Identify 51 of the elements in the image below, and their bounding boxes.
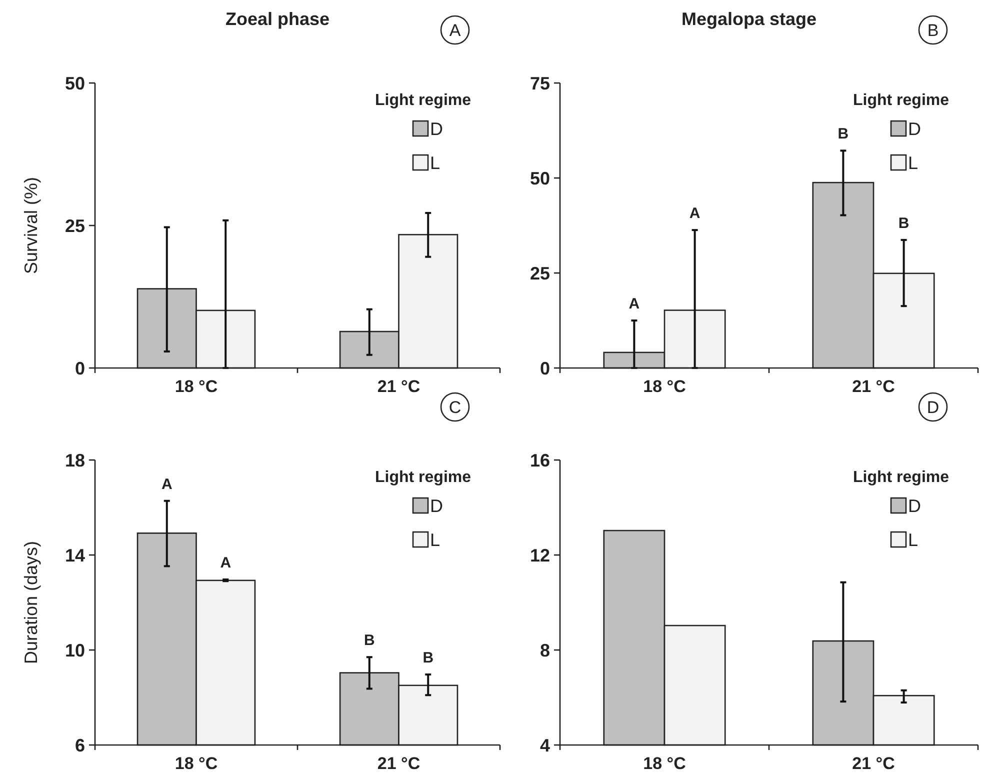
y-axis-title: Survival (%) <box>21 176 41 274</box>
circle-outline: A <box>440 15 470 45</box>
annotation: B <box>898 214 910 232</box>
y-tick-label: 16 <box>530 450 550 470</box>
legend-label: D <box>430 496 443 516</box>
legend-label: L <box>908 530 918 550</box>
y-tick-label: 0 <box>74 358 85 378</box>
y-tick-label: 75 <box>530 73 550 94</box>
chart-title: Zoeal phase <box>225 9 330 29</box>
legend-label: D <box>908 496 921 516</box>
circle-outline: B <box>918 15 948 45</box>
y-tick-label: 50 <box>64 73 85 94</box>
circle-outline: D <box>918 392 948 422</box>
y-tick-label: 50 <box>530 168 550 188</box>
x-tick-label: 21 °C <box>377 754 420 773</box>
legend-label: L <box>430 153 440 173</box>
annotation: A <box>689 205 700 222</box>
legend-label: D <box>908 119 921 139</box>
y-tick-label: 10 <box>64 640 85 660</box>
legend-label: L <box>430 530 440 550</box>
annotation: B <box>838 126 849 143</box>
y-tick-label: 4 <box>540 735 550 756</box>
annotation: B <box>422 649 434 666</box>
y-tick-label: 12 <box>530 545 550 566</box>
y-tick-label: 25 <box>64 216 85 236</box>
y-tick-label: 14 <box>64 545 85 566</box>
x-tick-label: 18 °C <box>643 377 686 396</box>
annotation: B <box>364 632 375 650</box>
x-tick-label: 21 °C <box>377 377 420 396</box>
legend-label: L <box>908 153 918 173</box>
annotation: A <box>161 476 172 493</box>
legend-title: Light regime <box>853 92 950 109</box>
chart-title: Megalopa stage <box>681 9 817 29</box>
x-tick-label: 18 °C <box>643 754 686 773</box>
y-tick-label: 18 <box>64 450 85 470</box>
legend-title: Light regime <box>853 469 950 486</box>
x-tick-label: 18 °C <box>174 754 218 773</box>
y-axis-title: Duration (days) <box>21 540 41 664</box>
annotation: A <box>628 296 640 312</box>
y-tick-label: 6 <box>74 735 85 756</box>
y-tick-label: 25 <box>530 263 550 284</box>
annotation: A <box>220 554 232 572</box>
y-tick-label: 0 <box>540 358 550 378</box>
legend-title: Light regime <box>375 92 472 109</box>
legend-label: D <box>430 119 443 139</box>
legend-title: Light regime <box>375 469 472 486</box>
circle-outline: C <box>440 392 470 422</box>
x-tick-label: 21 °C <box>852 754 895 773</box>
y-tick-label: 8 <box>540 640 550 660</box>
x-tick-label: 21 °C <box>852 377 895 396</box>
x-tick-label: 18 °C <box>174 377 218 396</box>
